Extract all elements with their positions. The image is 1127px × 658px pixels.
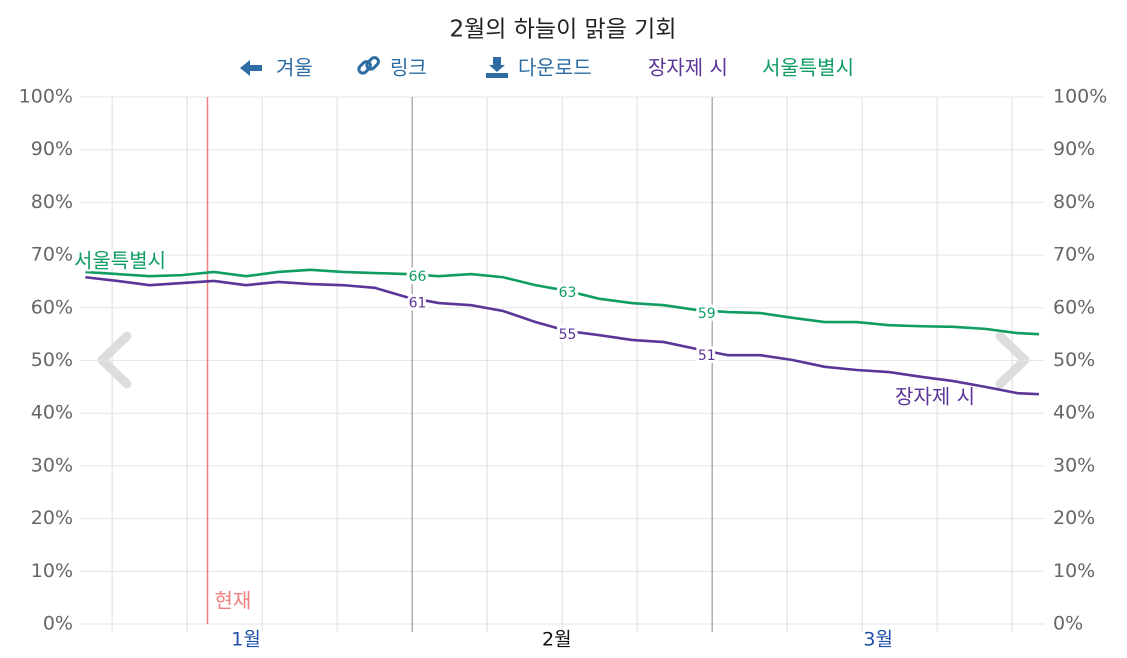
link-icon: [357, 56, 380, 75]
y2-tick-label: 100%: [1053, 86, 1107, 108]
link-button[interactable]: 링크: [390, 56, 427, 80]
chart-title: 2월의 하늘이 맑을 기회: [449, 17, 676, 43]
y-tick-label: 80%: [31, 191, 73, 213]
now-label: 현재: [215, 589, 252, 613]
y-tick-label: 60%: [31, 296, 73, 318]
y2-tick-label: 10%: [1053, 560, 1095, 582]
point-label: 55: [559, 327, 577, 343]
x-tick-label: 2월: [542, 629, 572, 651]
point-label: 66: [409, 269, 427, 285]
back-button[interactable]: 겨울: [276, 56, 313, 80]
legend-entry: 서울특별시: [762, 56, 854, 80]
y2-tick-label: 40%: [1053, 402, 1095, 424]
y-tick-label: 40%: [31, 402, 73, 424]
back-icon: [240, 60, 262, 76]
y2-tick-label: 50%: [1053, 349, 1095, 371]
legend-entry: 장자제 시: [648, 56, 728, 80]
y2-tick-label: 80%: [1053, 191, 1095, 213]
x-tick-label: 1월: [231, 629, 261, 651]
y2-tick-label: 20%: [1053, 507, 1095, 529]
series-line: [85, 268, 1040, 336]
y2-tick-label: 0%: [1053, 613, 1083, 635]
legend: 장자제 시 서울특별시: [648, 56, 854, 80]
point-label: 61: [409, 296, 427, 312]
y-tick-label: 90%: [31, 138, 73, 160]
y-tick-label: 100%: [19, 86, 73, 108]
y2-tick-label: 30%: [1053, 454, 1095, 476]
toolbar: 겨울 링크 다운로드: [240, 56, 592, 80]
y-tick-label: 0%: [43, 613, 73, 635]
y-tick-label: 20%: [31, 507, 73, 529]
point-label: 63: [559, 285, 577, 301]
series-line: [85, 275, 1040, 396]
x-tick-label: 3월: [863, 629, 893, 651]
y2-tick-label: 90%: [1053, 138, 1095, 160]
download-icon: [486, 57, 508, 78]
y-tick-label: 10%: [31, 560, 73, 582]
series-start-label: 서울특별시: [74, 249, 166, 273]
point-label: 59: [698, 306, 716, 322]
y-tick-label: 50%: [31, 349, 73, 371]
y-tick-label: 70%: [31, 244, 73, 266]
series-end-label: 장자제 시: [895, 385, 975, 409]
y-tick-label: 30%: [31, 454, 73, 476]
y2-tick-label: 60%: [1053, 296, 1095, 318]
y2-tick-label: 70%: [1053, 244, 1095, 266]
point-label: 51: [698, 348, 716, 364]
download-button[interactable]: 다운로드: [518, 56, 592, 80]
